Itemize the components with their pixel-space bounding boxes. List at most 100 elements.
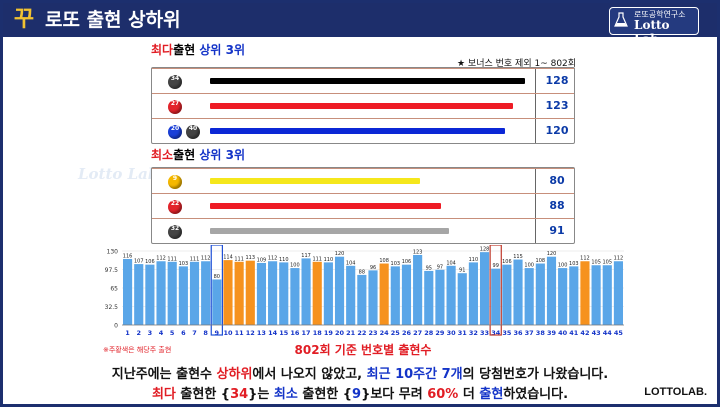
summary-text: }보다 무려: [361, 387, 428, 402]
count-value: 128: [545, 74, 569, 87]
bar-value-label: 116: [123, 253, 133, 259]
rank-row: 34 128: [152, 68, 574, 93]
x-tick-label: 7: [192, 329, 197, 337]
chart-bar: [502, 264, 512, 325]
chart-bar: [613, 261, 623, 325]
chart-bar: [301, 258, 311, 325]
bar-value-label: 106: [402, 259, 412, 265]
bar-value-label: 113: [246, 255, 256, 261]
bonus-note: ★ 보너스 번호 제외 1~ 802회: [457, 59, 577, 69]
bar-value-label: 117: [301, 253, 311, 259]
x-tick-label: 3: [148, 329, 153, 337]
x-tick-label: 5: [170, 329, 175, 337]
chart-bar: [312, 261, 322, 325]
summary-line-2: 최다 출현한 {34}는 최소 출현한 {9}보다 무려 60% 더 출현하였습…: [3, 383, 717, 402]
y-tick-label: 32.5: [105, 304, 119, 311]
lotto-ball: 22: [168, 200, 182, 214]
lotto-ball: 20: [168, 125, 182, 139]
bar-value-label: 112: [156, 256, 166, 262]
y-tick-label: 130: [107, 249, 119, 256]
bar-value-label: 110: [469, 257, 479, 263]
x-tick-label: 29: [435, 329, 445, 337]
bar-value-label: 111: [312, 256, 322, 262]
count-column-divider: [535, 68, 536, 143]
bar-value-label: 111: [167, 256, 177, 262]
chart-bar: [323, 262, 333, 325]
x-tick-label: 23: [368, 329, 377, 337]
count-bar: [210, 203, 441, 209]
footer-brand: LOTTOLAB.: [644, 386, 707, 398]
chart-svg: 032.56597.513011611072106311241115103611…: [105, 245, 624, 337]
rank-row: 20 40 120: [152, 118, 574, 143]
bottom-section-title: 최소출현 상위 3위: [151, 146, 245, 163]
chart-bar: [513, 259, 523, 325]
lotto-ball: 34: [168, 75, 182, 89]
summary-text: }는: [248, 387, 274, 402]
x-tick-label: 2: [136, 329, 141, 337]
x-tick-label: 11: [235, 329, 245, 337]
summary-text: 최소: [273, 387, 298, 402]
chart-bar: [189, 261, 200, 325]
summary-text: 출현: [479, 387, 504, 402]
chart-bar: [390, 266, 400, 325]
summary-text: 상하위: [216, 367, 253, 382]
summary-text: 더: [458, 387, 480, 402]
x-tick-label: 16: [290, 329, 300, 337]
x-tick-label: 13: [257, 329, 266, 337]
title-word: 최소: [151, 148, 174, 162]
bar-value-label: 108: [379, 258, 389, 264]
logo-icon: 꾸: [13, 7, 35, 32]
summary-text: 지난주에는 출현수: [111, 367, 217, 382]
chart-bar: [346, 265, 356, 325]
x-tick-label: 15: [279, 329, 289, 337]
x-tick-label: 4: [159, 329, 164, 337]
chart-bar: [268, 261, 278, 325]
chart-bar: [446, 265, 456, 325]
lotto-balls: 27: [168, 100, 210, 114]
x-tick-label: 18: [313, 329, 323, 337]
x-tick-label: 27: [413, 329, 422, 337]
chart-bar: [535, 263, 545, 325]
title-word: 상위 3위: [195, 148, 246, 162]
x-tick-label: 37: [525, 329, 534, 337]
lotto-ball: 32: [168, 225, 182, 239]
title-word: 최다: [151, 43, 174, 57]
lotto-ball: 40: [186, 125, 200, 139]
x-tick-label: 30: [447, 329, 457, 337]
highlight-box: [489, 245, 502, 336]
count-bar: [210, 128, 505, 134]
x-tick-label: 35: [502, 329, 512, 337]
x-tick-label: 9: [215, 329, 220, 337]
count-bar: [210, 78, 525, 84]
chart-bar: [212, 279, 222, 325]
bar-value-label: 96: [370, 265, 376, 271]
count-value: 120: [545, 124, 569, 137]
title-word: 상위 3위: [195, 43, 246, 57]
y-tick-label: 65: [110, 286, 118, 293]
x-tick-label: 22: [357, 329, 366, 337]
bar-value-label: 111: [190, 256, 200, 262]
chart-bar: [123, 258, 133, 325]
chart-bar: [368, 270, 378, 325]
flask-icon: [614, 12, 628, 27]
x-tick-label: 26: [402, 329, 412, 337]
count-value: 123: [545, 99, 569, 112]
x-tick-label: 20: [335, 329, 345, 337]
x-tick-label: 1: [125, 329, 130, 337]
highlight-box: [210, 245, 223, 336]
bar-value-label: 112: [268, 256, 278, 262]
chart-bar: [290, 268, 300, 325]
chart-bar: [457, 273, 467, 325]
brand-name: Lotto Lab.: [634, 18, 670, 46]
chart-bar: [558, 268, 568, 325]
bar-value-label: 115: [513, 254, 523, 260]
chart-bar: [524, 268, 534, 325]
x-tick-label: 31: [458, 329, 468, 337]
lotto-balls: 34: [168, 75, 210, 89]
bar-value-label: 120: [547, 251, 557, 257]
chart-bar: [234, 261, 244, 325]
chart-bar: [178, 266, 188, 325]
page-title: 로또 출현 상하위: [45, 9, 181, 31]
chart-bar: [546, 256, 557, 325]
